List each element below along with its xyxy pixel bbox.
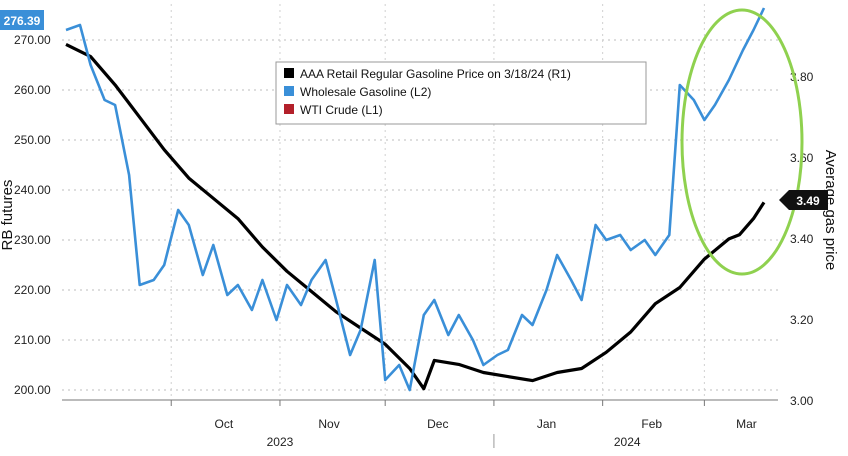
left-axis-title: RB futures [0, 180, 16, 251]
left-tick-label: 210.00 [14, 333, 51, 347]
right-tick-label: 3.20 [790, 313, 814, 327]
x-tick-label: Feb [641, 417, 662, 431]
x-tick-label: Jan [537, 417, 556, 431]
x-year-label: 2024 [614, 435, 641, 449]
right-tick-label: 3.40 [790, 232, 814, 246]
wholesale-gasoline-line [65, 7, 766, 392]
left-last-value-badge [0, 10, 44, 30]
left-tick-label: 260.00 [14, 83, 51, 97]
x-tick-label: Mar [736, 417, 757, 431]
x-tick-label: Dec [427, 417, 448, 431]
right-axis-title: Average gas price [822, 150, 839, 271]
left-tick-label: 200.00 [14, 383, 51, 397]
aaa-retail-line [65, 42, 766, 391]
value-badges: 276.39 3.49 [0, 10, 828, 210]
left-tick-label: 250.00 [14, 133, 51, 147]
legend-box [275, 61, 647, 125]
legend: AAA Retail Regular Gasoline Price on 3/1… [275, 61, 647, 125]
left-last-value-text: 276.39 [4, 14, 41, 28]
x-year-label: 2023 [267, 435, 294, 449]
legend-swatch [284, 68, 294, 78]
highlight-ellipse [680, 8, 804, 276]
right-last-value-badge [779, 190, 828, 210]
left-tick-label: 230.00 [14, 233, 51, 247]
legend-swatch [284, 86, 294, 96]
legend-label: Wholesale Gasoline (L2) [300, 85, 431, 99]
x-tick-label: Nov [318, 417, 339, 431]
right-last-value-text: 3.49 [796, 194, 820, 208]
x-tick-label: Oct [215, 417, 234, 431]
legend-label: WTI Crude (L1) [300, 103, 383, 117]
left-tick-label: 220.00 [14, 283, 51, 297]
series-lines [65, 7, 766, 392]
legend-label: AAA Retail Regular Gasoline Price on 3/1… [300, 67, 571, 81]
left-tick-label: 240.00 [14, 183, 51, 197]
right-tick-label: 3.00 [790, 394, 814, 408]
legend-swatch [284, 104, 294, 114]
left-axis-ticks: 200.00 210.00 220.00 230.00 240.00 250.00 260.… [14, 33, 51, 397]
left-tick-label: 270.00 [14, 33, 51, 47]
x-axis: Oct Nov Dec Jan Feb Mar 2023 2024 [62, 399, 778, 449]
